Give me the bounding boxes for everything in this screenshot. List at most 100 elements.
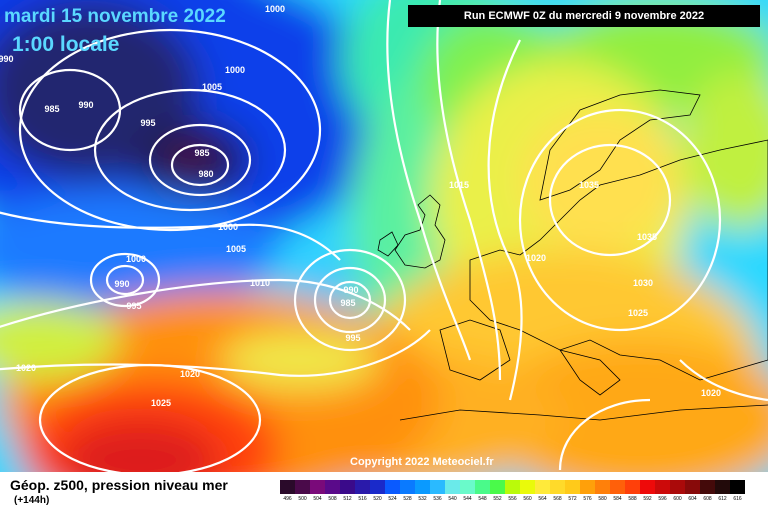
- legend-swatch: [595, 480, 610, 494]
- isobar-label: 1020: [526, 253, 546, 263]
- legend-label: 540: [448, 496, 457, 502]
- legend-swatch: [730, 480, 745, 494]
- legend-label: 508: [328, 496, 337, 502]
- copyright: Copyright 2022 Meteociel.fr: [350, 456, 494, 468]
- legend-swatch: [340, 480, 355, 494]
- legend-label: 572: [568, 496, 577, 502]
- legend-label: 552: [493, 496, 502, 502]
- legend-swatch: [550, 480, 565, 494]
- isobar-label: 990: [78, 100, 93, 110]
- color-scale-legend: [280, 480, 745, 494]
- legend-swatch: [670, 480, 685, 494]
- legend-label: 616: [733, 496, 742, 502]
- isobar-label: 1035: [579, 180, 599, 190]
- legend-swatch: [370, 480, 385, 494]
- legend-swatch: [715, 480, 730, 494]
- legend-label: 496: [283, 496, 292, 502]
- legend-label: 576: [583, 496, 592, 502]
- legend-label: 512: [343, 496, 352, 502]
- legend-label: 580: [598, 496, 607, 502]
- legend-swatch: [610, 480, 625, 494]
- legend-swatch: [580, 480, 595, 494]
- isobar-label: 1005: [226, 244, 246, 254]
- forecast-hours: (+144h): [14, 495, 50, 506]
- legend-label: 592: [643, 496, 652, 502]
- legend-swatch: [445, 480, 460, 494]
- map-canvas: 1000 990 1000 985 990 995 985 980 1005 1…: [0, 0, 768, 472]
- isobar-label: 985: [44, 104, 59, 114]
- map-title: Géop. z500, pression niveau mer: [10, 477, 228, 493]
- isobar-label: 1000: [225, 65, 245, 75]
- legend-swatch: [325, 480, 340, 494]
- forecast-map: 1000 990 1000 985 990 995 985 980 1005 1…: [0, 0, 768, 472]
- legend-swatch: [505, 480, 520, 494]
- isobar-label: 1020: [16, 363, 36, 373]
- legend-swatch: [625, 480, 640, 494]
- legend-label: 536: [433, 496, 442, 502]
- isobar-label: 985: [340, 298, 355, 308]
- isobar-label: 995: [140, 118, 155, 128]
- isobars: [0, 0, 768, 472]
- legend-swatch: [400, 480, 415, 494]
- coastlines: [377, 89, 768, 421]
- isobar-label: 1015: [449, 180, 469, 190]
- legend-label: 604: [688, 496, 697, 502]
- isobar-label: 990: [0, 54, 14, 64]
- legend-label: 524: [388, 496, 397, 502]
- legend-swatch: [655, 480, 670, 494]
- isobar-label: 990: [114, 279, 129, 289]
- forecast-time: 1:00 locale: [12, 33, 120, 56]
- legend-label: 596: [658, 496, 667, 502]
- legend-label: 544: [463, 496, 472, 502]
- legend-swatch: [295, 480, 310, 494]
- legend-label: 584: [613, 496, 622, 502]
- legend-swatch: [415, 480, 430, 494]
- legend-swatch: [640, 480, 655, 494]
- isobar-label: 1000: [126, 254, 146, 264]
- color-scale-labels: 496 500 504 508 512 516 520 524 528 532 536 540 544 5…: [280, 496, 745, 502]
- model-run-label: Run ECMWF 0Z du mercredi 9 novembre 2022: [408, 5, 760, 27]
- legend-swatch: [700, 480, 715, 494]
- legend-label: 568: [553, 496, 562, 502]
- legend-label: 516: [358, 496, 367, 502]
- isobar-label: 980: [198, 169, 213, 179]
- isobar-label: 1000: [265, 4, 285, 14]
- isobar-label: 1030: [633, 278, 653, 288]
- isobar-labels: 1000 990 1000 985 990 995 985 980 1005 1…: [0, 4, 721, 408]
- legend-swatch: [385, 480, 400, 494]
- legend-swatch: [565, 480, 580, 494]
- legend-swatch: [520, 480, 535, 494]
- isobar-label: 1025: [628, 308, 648, 318]
- legend-swatch: [460, 480, 475, 494]
- legend-swatch: [490, 480, 505, 494]
- legend-swatch: [430, 480, 445, 494]
- isobar-label: 990: [343, 285, 358, 295]
- forecast-date: mardi 15 novembre 2022: [4, 6, 226, 27]
- legend-label: 548: [478, 496, 487, 502]
- legend-label: 532: [418, 496, 427, 502]
- legend-label: 556: [508, 496, 517, 502]
- legend-label: 528: [403, 496, 412, 502]
- legend-label: 600: [673, 496, 682, 502]
- legend-swatch: [355, 480, 370, 494]
- legend-label: 588: [628, 496, 637, 502]
- legend-label: 608: [703, 496, 712, 502]
- isobar-label: 995: [345, 333, 360, 343]
- legend-swatch: [280, 480, 295, 494]
- map-footer: Géop. z500, pression niveau mer (+144h) …: [0, 472, 768, 512]
- legend-label: 500: [298, 496, 307, 502]
- isobar-label: 1025: [151, 398, 171, 408]
- isobar-label: 995: [126, 301, 141, 311]
- legend-label: 504: [313, 496, 322, 502]
- legend-swatch: [310, 480, 325, 494]
- legend-swatch: [685, 480, 700, 494]
- legend-swatch: [535, 480, 550, 494]
- isobar-label: 1000: [218, 222, 238, 232]
- isobar-label: 1020: [180, 369, 200, 379]
- isobar-label: 1020: [701, 388, 721, 398]
- legend-label: 612: [718, 496, 727, 502]
- isobar-label: 1035: [637, 232, 657, 242]
- legend-swatch: [475, 480, 490, 494]
- isobar-label: 1005: [202, 82, 222, 92]
